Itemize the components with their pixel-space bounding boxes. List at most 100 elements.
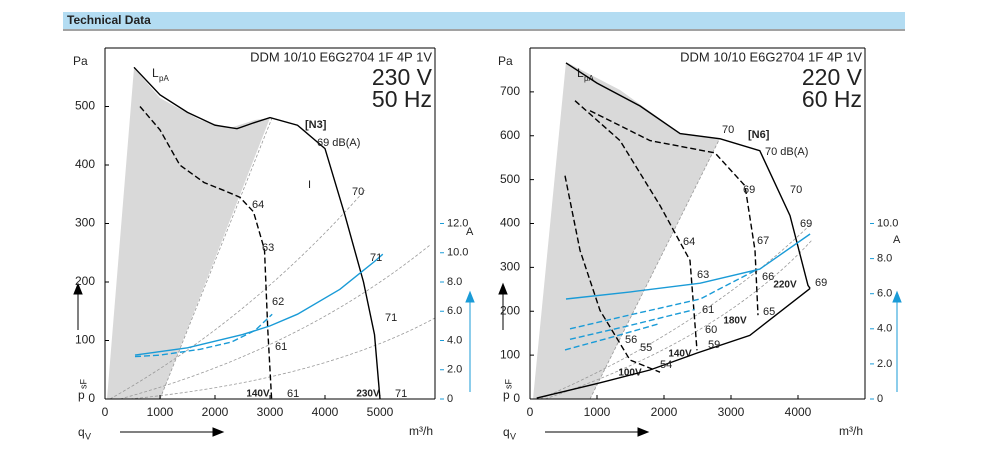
y-tick-label: 200	[500, 303, 520, 317]
y2-tick-label: 0	[877, 393, 883, 405]
y2-tick-label: 10.0	[447, 247, 468, 259]
curve	[574, 100, 698, 351]
curve-label: 140V	[246, 389, 270, 400]
header-title: Technical Data	[67, 13, 151, 27]
curve	[589, 110, 759, 316]
annotation: 70	[352, 186, 364, 198]
annotation: 60	[705, 324, 717, 336]
axis-arrows	[73, 282, 650, 437]
x-axis-label-sub: V	[85, 431, 91, 441]
curve	[565, 62, 811, 289]
annotation: 64	[683, 236, 695, 248]
annotation: 71	[395, 388, 407, 400]
chart-title: DDM 10/10 E6G2704 1F 4P 1V	[680, 49, 862, 64]
curve	[569, 308, 695, 340]
annotation: 69	[815, 277, 827, 289]
y-tick-label: 700	[500, 84, 520, 98]
x-tick-label: 3000	[718, 405, 745, 419]
system-curve	[544, 239, 813, 400]
y2-axis-label: A	[893, 234, 901, 246]
x-tick-label: 2000	[202, 405, 229, 419]
system-curve	[129, 317, 436, 400]
curve	[134, 253, 384, 356]
system-curve	[159, 117, 273, 400]
curve	[564, 175, 661, 373]
sound-label-sub: pA	[159, 74, 169, 83]
voltage: 220 V	[802, 64, 863, 90]
y2-arrows	[465, 290, 902, 392]
y-tick-label: 100	[500, 347, 520, 361]
system-curve	[109, 189, 366, 400]
y-tick-label: 300	[75, 216, 95, 230]
annotation: 66	[762, 271, 774, 283]
y-tick-label: 0	[88, 391, 95, 405]
annotation: 67	[757, 235, 769, 247]
annotation: 71	[370, 252, 382, 264]
x-axis-label: q	[503, 425, 510, 439]
annotation: 56	[625, 334, 637, 346]
y2-tick-label: 10.0	[877, 217, 898, 229]
curve-label: 230V	[356, 389, 380, 400]
curve-label: 140V	[668, 349, 692, 360]
curve-id: [N3]	[305, 119, 327, 131]
x-tick-label: 0	[102, 405, 109, 419]
voltage: 230 V	[372, 64, 433, 90]
curve-id: [N6]	[748, 129, 770, 141]
annotation: 55	[640, 342, 652, 354]
y2-axis-label: A	[466, 226, 474, 238]
annotation: 59	[708, 339, 720, 351]
y2-tick-label: 6.0	[447, 305, 462, 317]
system-curve	[539, 224, 811, 400]
y-side-label-sub: sF	[78, 379, 88, 390]
annotation: I	[308, 179, 311, 191]
curve-label: 180V	[723, 316, 747, 327]
curve	[139, 106, 273, 400]
annotation: 70	[722, 124, 734, 136]
annotation: 69 dB(A)	[317, 137, 360, 149]
curve	[133, 66, 381, 400]
y2-tick-label: 8.0	[877, 253, 892, 265]
x-tick-label: 2000	[651, 405, 678, 419]
x-tick-label: 4000	[312, 405, 339, 419]
y-side-label-sub: sF	[503, 379, 513, 390]
y2-tick-label: 2.0	[447, 364, 462, 376]
x-unit: m³/h	[409, 424, 433, 438]
curve	[134, 313, 273, 358]
curve	[565, 233, 811, 300]
y2-tick-label: 4.0	[877, 323, 892, 335]
x-unit: m³/h	[839, 424, 863, 438]
header-bar	[63, 12, 905, 29]
y-tick-label: 400	[75, 157, 95, 171]
y-tick-label: 0	[513, 391, 520, 405]
y-tick-label: 300	[500, 260, 520, 274]
y2-tick-label: 12.0	[447, 217, 468, 229]
x-tick-label: 3000	[257, 405, 284, 419]
sound-area	[107, 68, 270, 399]
x-tick-label: 1000	[584, 405, 611, 419]
curve-label: 220V	[773, 280, 797, 291]
curve-label: 100V	[618, 368, 642, 379]
y-axis-label: Pa	[73, 54, 88, 68]
y2-tick-label: 4.0	[447, 334, 462, 346]
y-tick-label: 200	[75, 274, 95, 288]
y-tick-label: 500	[75, 99, 95, 113]
x-axis-label-sub: V	[510, 431, 516, 441]
curve	[569, 268, 759, 330]
annotation: 61	[275, 341, 287, 353]
annotation: 54	[660, 359, 672, 371]
system-curve	[589, 137, 721, 400]
y-side-label: p	[78, 388, 85, 402]
annotation: 65	[763, 306, 775, 318]
x-tick-label: 4000	[785, 405, 812, 419]
y2-tick-label: 2.0	[877, 358, 892, 370]
annotation: 62	[272, 296, 284, 308]
frequency: 50 Hz	[372, 86, 432, 112]
y-side-label: p	[503, 388, 510, 402]
annotation: 70	[790, 184, 802, 196]
frequency: 60 Hz	[802, 86, 862, 112]
chart-title: DDM 10/10 E6G2704 1F 4P 1V	[250, 49, 432, 64]
curve	[564, 322, 661, 351]
y2-tick-label: 0	[447, 393, 453, 405]
